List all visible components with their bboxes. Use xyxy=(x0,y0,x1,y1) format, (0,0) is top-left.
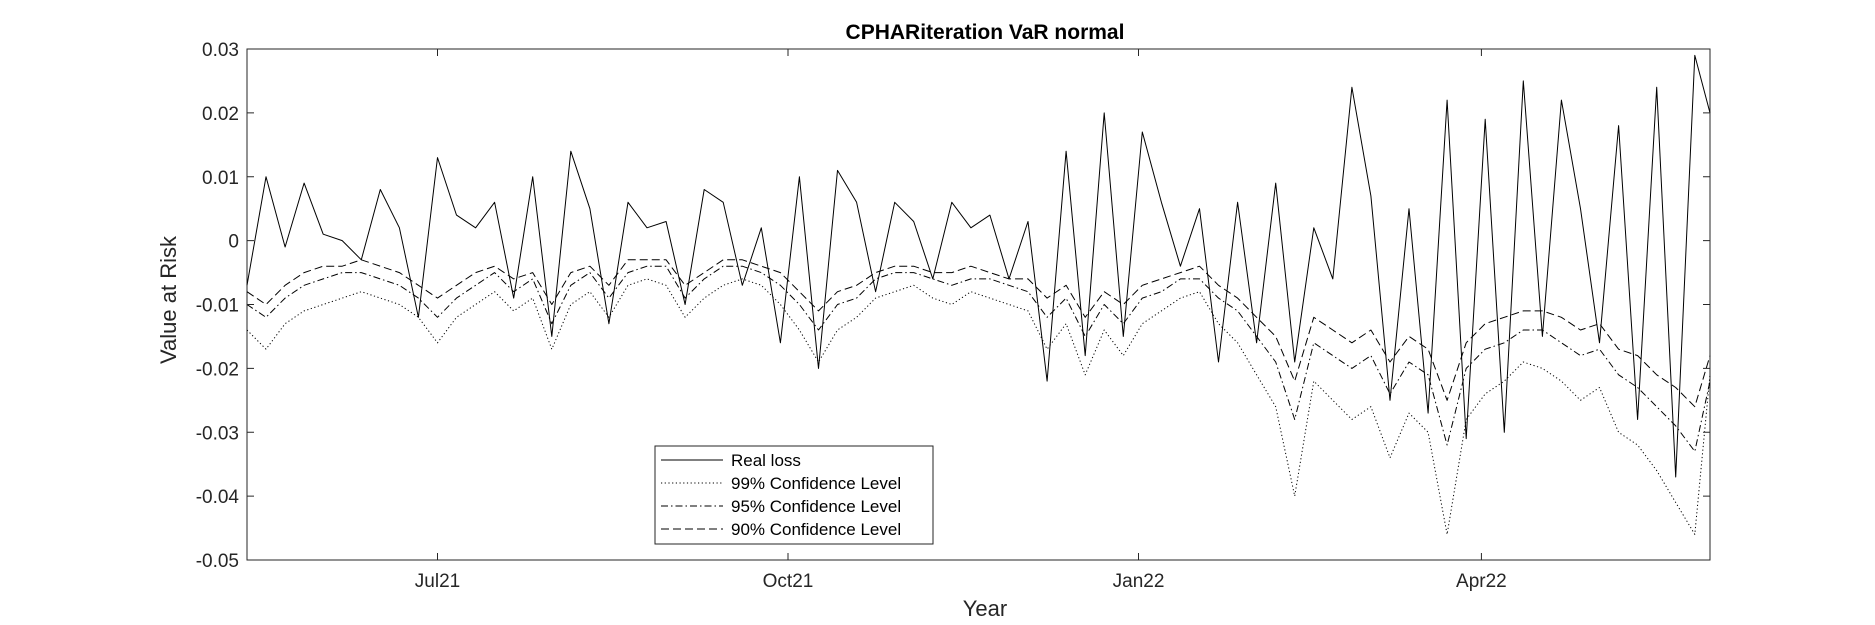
y-tick-label: -0.03 xyxy=(196,423,239,444)
series-line-99-confidence-level xyxy=(246,278,1711,535)
legend-label: Real loss xyxy=(731,451,801,470)
y-tick-label: 0.01 xyxy=(202,168,239,189)
series-group xyxy=(246,54,1711,535)
y-axis-label: Value at Risk xyxy=(156,235,181,364)
plot-area xyxy=(246,48,1711,561)
series-line-95-confidence-level xyxy=(246,265,1711,452)
y-tick-label: -0.04 xyxy=(196,487,240,508)
y-tick-label: -0.05 xyxy=(196,551,239,572)
y-tick-label: 0 xyxy=(228,232,239,253)
series-line-real-loss xyxy=(246,54,1711,478)
y-tick-label: 0.03 xyxy=(202,40,239,61)
legend: Real loss 99% Confidence Level 95% Confide… xyxy=(654,445,934,545)
x-axis: Jul21 Oct21 Jan22 Apr22 xyxy=(415,49,1507,592)
x-tick-label: Jul21 xyxy=(415,571,460,592)
legend-label: 90% Confidence Level xyxy=(731,520,901,539)
y-axis: -0.05 -0.04 -0.03 -0.02 -0.01 0 0.01 0.02 0.03 xyxy=(196,40,1710,572)
x-axis-label: Year xyxy=(963,596,1007,621)
y-tick-label: -0.01 xyxy=(196,296,239,317)
series-line-90-confidence-level xyxy=(246,259,1711,408)
x-tick-label: Apr22 xyxy=(1456,571,1507,592)
legend-label: 95% Confidence Level xyxy=(731,497,901,516)
x-tick-label: Oct21 xyxy=(763,571,814,592)
x-tick-label: Jan22 xyxy=(1113,571,1165,592)
chart-title: CPHARiteration VaR normal xyxy=(846,21,1125,44)
y-tick-label: 0.02 xyxy=(202,104,239,125)
y-tick-label: -0.02 xyxy=(196,359,239,380)
legend-box xyxy=(654,445,934,545)
axes-box xyxy=(246,48,1711,561)
legend-label: 99% Confidence Level xyxy=(731,474,901,493)
